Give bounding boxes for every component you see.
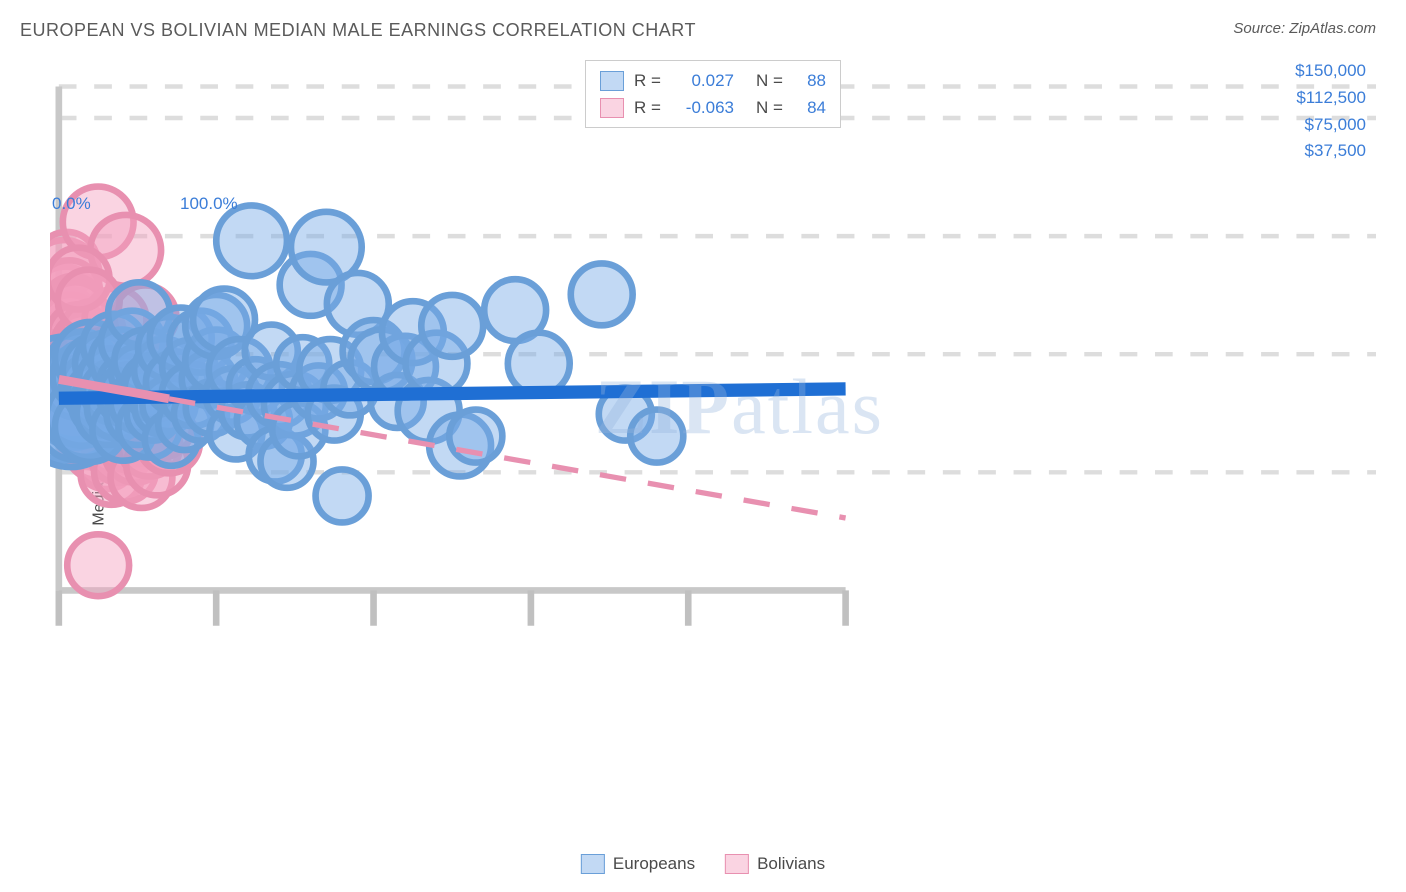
legend: Europeans Bolivians bbox=[581, 854, 825, 874]
legend-item-europeans: Europeans bbox=[581, 854, 695, 874]
legend-item-bolivians: Bolivians bbox=[725, 854, 825, 874]
stats-n-label: N = bbox=[756, 67, 786, 94]
scatter-point-europeans bbox=[216, 205, 287, 276]
y-tick-label: $112,500 bbox=[1296, 88, 1366, 108]
chart-area: Median Male Earnings ZIPatlas R =0.027N … bbox=[50, 60, 1376, 832]
source-name: ZipAtlas.com bbox=[1289, 20, 1376, 37]
chart-title: EUROPEAN VS BOLIVIAN MEDIAN MALE EARNING… bbox=[20, 20, 696, 41]
stats-n-label: N = bbox=[756, 94, 786, 121]
scatter-point-europeans bbox=[316, 469, 369, 522]
stats-r-value: -0.063 bbox=[674, 94, 734, 121]
swatch-bolivians bbox=[600, 98, 624, 118]
correlation-stats-box: R = 0.027 N = 88 R = -0.063 N = 84 bbox=[585, 60, 841, 128]
stats-r-value: 0.027 bbox=[674, 67, 734, 94]
swatch-europeans bbox=[600, 71, 624, 91]
x-tick-label: 0.0% bbox=[52, 194, 91, 214]
legend-swatch-europeans bbox=[581, 854, 605, 874]
stats-r-label: R = bbox=[634, 94, 664, 121]
scatter-point-europeans bbox=[571, 263, 633, 325]
source-attribution: Source: ZipAtlas.com bbox=[1233, 20, 1376, 37]
stats-n-value: 88 bbox=[796, 67, 826, 94]
scatter-point-europeans bbox=[508, 333, 570, 395]
legend-label: Europeans bbox=[613, 854, 695, 874]
scatter-point-europeans bbox=[630, 410, 683, 463]
y-tick-label: $75,000 bbox=[1305, 115, 1366, 135]
stats-row-bolivians: R = -0.063 N = 84 bbox=[600, 94, 826, 121]
header: EUROPEAN VS BOLIVIAN MEDIAN MALE EARNING… bbox=[0, 0, 1406, 51]
scatter-point-europeans bbox=[421, 295, 483, 357]
y-tick-label: $37,500 bbox=[1305, 141, 1366, 161]
y-tick-label: $150,000 bbox=[1295, 61, 1366, 81]
scatter-point-bolivians bbox=[67, 534, 129, 596]
trend-line-europeans bbox=[59, 389, 846, 398]
source-prefix: Source: bbox=[1233, 20, 1289, 37]
stats-row-europeans: R = 0.027 N = 88 bbox=[600, 67, 826, 94]
stats-n-value: 84 bbox=[796, 94, 826, 121]
scatter-plot bbox=[50, 60, 1376, 723]
x-tick-label: 100.0% bbox=[180, 194, 238, 214]
legend-label: Bolivians bbox=[757, 854, 825, 874]
stats-r-label: R = bbox=[634, 67, 664, 94]
legend-swatch-bolivians bbox=[725, 854, 749, 874]
